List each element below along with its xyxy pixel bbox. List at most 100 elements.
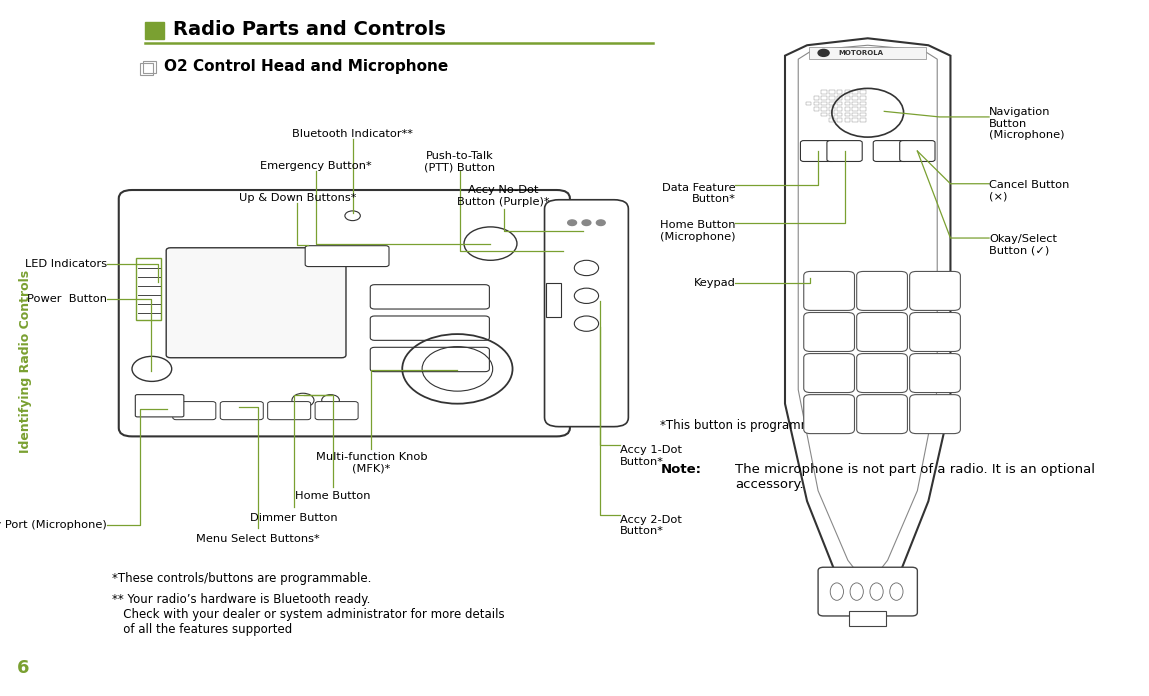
Text: Navigation
Button
(Microphone): Navigation Button (Microphone) xyxy=(989,107,1065,141)
Text: Accy 1-Dot
Button*: Accy 1-Dot Button* xyxy=(619,445,681,467)
FancyBboxPatch shape xyxy=(306,246,390,267)
Text: The microphone is not part of a radio. It is an optional
accessory.: The microphone is not part of a radio. I… xyxy=(735,463,1095,491)
Bar xyxy=(845,118,850,122)
Text: Emergency Button*: Emergency Button* xyxy=(261,161,372,171)
FancyBboxPatch shape xyxy=(910,313,961,351)
FancyBboxPatch shape xyxy=(804,395,855,434)
Text: Home Button: Home Button xyxy=(295,491,370,501)
Circle shape xyxy=(568,220,577,226)
Bar xyxy=(830,90,834,94)
Text: Cancel Button
(×): Cancel Button (×) xyxy=(989,180,1070,202)
Text: ** Your radio’s hardware is Bluetooth ready.
   Check with your dealer or system: ** Your radio’s hardware is Bluetooth re… xyxy=(113,593,504,636)
FancyBboxPatch shape xyxy=(910,354,961,393)
Bar xyxy=(853,113,858,116)
Bar xyxy=(853,102,858,105)
Bar xyxy=(859,107,865,111)
Text: Bluetooth Indicator**: Bluetooth Indicator** xyxy=(292,129,412,139)
Bar xyxy=(822,90,827,94)
FancyBboxPatch shape xyxy=(315,402,358,420)
Polygon shape xyxy=(785,38,950,599)
Bar xyxy=(836,96,842,100)
Bar xyxy=(822,102,827,105)
FancyBboxPatch shape xyxy=(370,285,489,309)
Bar xyxy=(836,118,842,122)
Bar xyxy=(836,113,842,116)
Bar xyxy=(859,118,865,122)
Bar xyxy=(805,102,811,105)
Bar xyxy=(142,61,156,73)
FancyBboxPatch shape xyxy=(873,141,909,161)
Text: Note:: Note: xyxy=(661,463,701,476)
Bar xyxy=(830,102,834,105)
Bar xyxy=(822,107,827,111)
Text: Okay/Select
Button (✓): Okay/Select Button (✓) xyxy=(989,234,1057,256)
FancyBboxPatch shape xyxy=(801,141,835,161)
Bar xyxy=(859,113,865,116)
Bar xyxy=(845,107,850,111)
Bar xyxy=(859,102,865,105)
FancyBboxPatch shape xyxy=(818,567,917,616)
Bar xyxy=(853,118,858,122)
Bar xyxy=(813,107,819,111)
Text: 6: 6 xyxy=(17,659,29,677)
FancyBboxPatch shape xyxy=(804,271,855,310)
FancyBboxPatch shape xyxy=(221,402,263,420)
FancyBboxPatch shape xyxy=(910,271,961,310)
Bar xyxy=(859,96,865,100)
Text: Push-to-Talk
(PTT) Button: Push-to-Talk (PTT) Button xyxy=(424,150,495,173)
Bar xyxy=(845,96,850,100)
Bar xyxy=(830,113,834,116)
FancyBboxPatch shape xyxy=(857,271,908,310)
Circle shape xyxy=(818,49,830,56)
FancyBboxPatch shape xyxy=(857,313,908,351)
Circle shape xyxy=(583,220,591,226)
Text: Accessory Port (Microphone): Accessory Port (Microphone) xyxy=(0,521,107,530)
Text: Accy 2-Dot
Button*: Accy 2-Dot Button* xyxy=(619,514,681,537)
Text: Data Feature
Button*: Data Feature Button* xyxy=(662,182,735,205)
FancyBboxPatch shape xyxy=(167,248,346,358)
FancyBboxPatch shape xyxy=(545,200,629,427)
Text: Dimmer Button: Dimmer Button xyxy=(250,513,338,523)
Bar xyxy=(822,96,827,100)
Bar xyxy=(853,90,858,94)
Bar xyxy=(140,63,153,75)
FancyBboxPatch shape xyxy=(118,190,570,436)
Text: Home Button
(Microphone): Home Button (Microphone) xyxy=(660,220,735,242)
Text: Radio Parts and Controls: Radio Parts and Controls xyxy=(172,19,446,39)
Bar xyxy=(137,258,161,320)
Bar xyxy=(845,113,850,116)
Polygon shape xyxy=(799,45,938,586)
Bar xyxy=(830,118,834,122)
Text: Up & Down Buttons*: Up & Down Buttons* xyxy=(239,193,356,203)
Bar xyxy=(830,107,834,111)
FancyBboxPatch shape xyxy=(804,354,855,393)
FancyBboxPatch shape xyxy=(910,395,961,434)
FancyBboxPatch shape xyxy=(136,395,184,417)
FancyBboxPatch shape xyxy=(172,402,216,420)
Bar xyxy=(836,102,842,105)
Text: MOTOROLA: MOTOROLA xyxy=(838,50,882,56)
Bar xyxy=(853,96,858,100)
Bar xyxy=(809,47,926,59)
Text: *This button is programmable.: *This button is programmable. xyxy=(661,419,841,432)
Text: Menu Select Buttons*: Menu Select Buttons* xyxy=(196,535,319,544)
Bar xyxy=(546,283,561,317)
FancyBboxPatch shape xyxy=(827,141,862,161)
Bar xyxy=(853,107,858,111)
FancyBboxPatch shape xyxy=(370,316,489,340)
Text: LED Indicators: LED Indicators xyxy=(24,260,107,269)
Bar xyxy=(849,611,887,626)
Bar xyxy=(859,90,865,94)
Bar xyxy=(830,96,834,100)
Bar xyxy=(836,90,842,94)
Bar xyxy=(145,22,164,39)
Bar xyxy=(822,113,827,116)
Bar xyxy=(813,96,819,100)
Bar xyxy=(845,102,850,105)
FancyBboxPatch shape xyxy=(857,395,908,434)
Text: O2 Control Head and Microphone: O2 Control Head and Microphone xyxy=(164,58,448,74)
Text: Identifying Radio Controls: Identifying Radio Controls xyxy=(18,270,32,454)
FancyBboxPatch shape xyxy=(370,347,489,372)
FancyBboxPatch shape xyxy=(900,141,935,161)
Bar xyxy=(813,102,819,105)
